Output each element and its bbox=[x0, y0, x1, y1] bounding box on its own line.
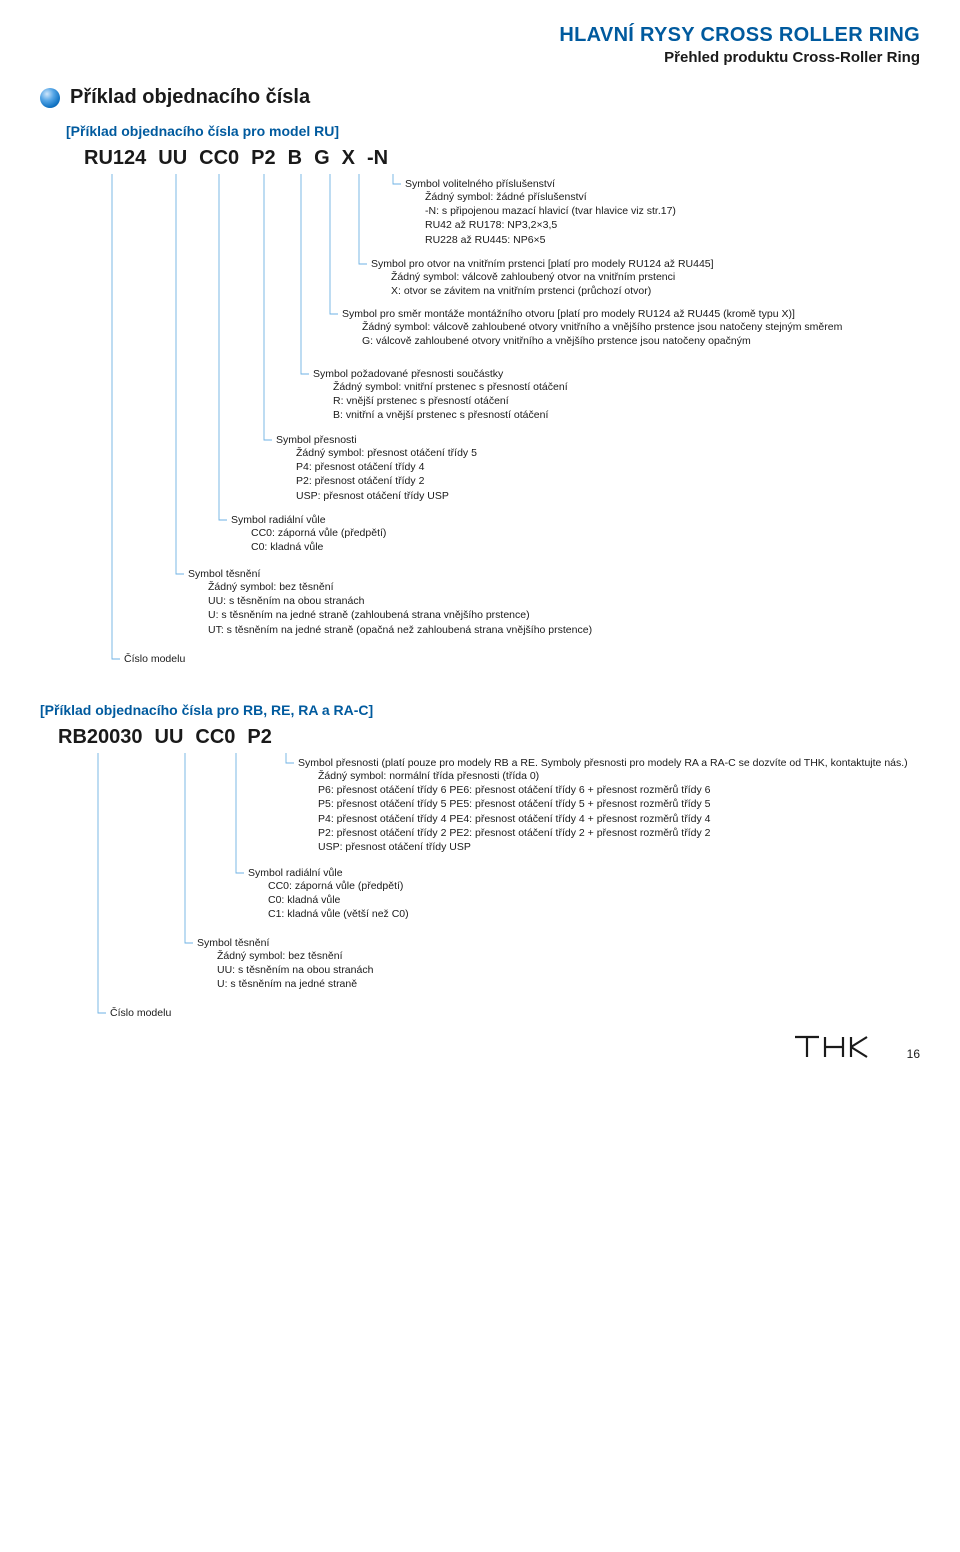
annotation-line: Žádný symbol: válcově zahloubené otvory … bbox=[362, 320, 920, 334]
thk-logo bbox=[793, 1033, 877, 1061]
annotation-leaf: Symbol pro otvor na vnitřním prstenci [p… bbox=[371, 258, 920, 298]
annotation-line: Žádný symbol: bez těsnění bbox=[217, 949, 920, 963]
bracket-label-1: [Příklad objednacího čísla pro model RU] bbox=[66, 123, 920, 139]
annotation-line: USP: přesnost otáčení třídy USP bbox=[296, 489, 920, 503]
code-part: UU bbox=[155, 726, 184, 749]
annotation-line: B: vnitřní a vnější prstenec s přesností… bbox=[333, 408, 920, 422]
page-number: 16 bbox=[907, 1047, 920, 1061]
code-part: P2 bbox=[247, 726, 271, 749]
annotation-leaf: Číslo modelu bbox=[124, 653, 920, 665]
annotation-title: Symbol přesnosti (platí pouze pro modely… bbox=[298, 757, 920, 769]
annotation-leaf: Symbol radiální vůleCC0: záporná vůle (p… bbox=[248, 867, 920, 922]
page-footer: 16 bbox=[793, 1033, 920, 1061]
annotation-line: P2: přesnost otáčení třídy 2 PE2: přesno… bbox=[318, 826, 920, 840]
annotation-line: R: vnější prstenec s přesností otáčení bbox=[333, 394, 920, 408]
section-bullet-heading: Příklad objednacího čísla bbox=[40, 86, 920, 109]
bullet-icon bbox=[40, 88, 60, 108]
annotation-title: Symbol těsnění bbox=[188, 568, 920, 580]
annotation-line: G: válcově zahloubené otvory vnitřního a… bbox=[362, 334, 920, 348]
annotation-title: Symbol volitelného příslušenství bbox=[405, 178, 920, 190]
code-part: X bbox=[342, 147, 355, 170]
annotation-line: UU: s těsněním na obou stranách bbox=[217, 963, 920, 977]
annotation-title: Symbol pro otvor na vnitřním prstenci [p… bbox=[371, 258, 920, 270]
connector-tree-1: Symbol volitelného příslušenstvíŽádný sy… bbox=[84, 174, 920, 668]
code-part: G bbox=[314, 147, 330, 170]
annotation-line: Žádný symbol: vnitřní prstenec s přesnos… bbox=[333, 380, 920, 394]
page-header: HLAVNÍ RYSY CROSS ROLLER RING Přehled pr… bbox=[40, 24, 920, 66]
annotation-title: Symbol požadované přesnosti součástky bbox=[313, 368, 920, 380]
annotation-line: Žádný symbol: přesnost otáčení třídy 5 bbox=[296, 446, 920, 460]
annotation-line: C0: kladná vůle bbox=[268, 893, 920, 907]
code-part: CC0 bbox=[195, 726, 235, 749]
code-part: B bbox=[288, 147, 302, 170]
code-parts-rb: RB20030 UU CC0 P2 bbox=[58, 726, 920, 749]
annotation-leaf: Symbol přesnostiŽádný symbol: přesnost o… bbox=[276, 434, 920, 503]
code-part: RB20030 bbox=[58, 726, 143, 749]
annotation-line: C1: kladná vůle (větší než C0) bbox=[268, 907, 920, 921]
annotation-title: Číslo modelu bbox=[124, 653, 920, 665]
annotation-title: Symbol pro směr montáže montážního otvor… bbox=[342, 308, 920, 320]
annotation-line: P4: přesnost otáčení třídy 4 bbox=[296, 460, 920, 474]
section-title: Příklad objednacího čísla bbox=[70, 86, 310, 109]
annotation-line: U: s těsněním na jedné straně bbox=[217, 977, 920, 991]
annotation-line: Žádný symbol: žádné příslušenství bbox=[425, 190, 920, 204]
annotation-title: Symbol radiální vůle bbox=[231, 514, 920, 526]
annotation-line: RU42 až RU178: NP3,2×3,5 bbox=[425, 218, 920, 232]
header-title-1: HLAVNÍ RYSY CROSS ROLLER RING bbox=[40, 24, 920, 47]
code-part: -N bbox=[367, 147, 388, 170]
annotation-line: P5: přesnost otáčení třídy 5 PE5: přesno… bbox=[318, 797, 920, 811]
code-part: P2 bbox=[251, 147, 275, 170]
code-part: UU bbox=[158, 147, 187, 170]
annotation-leaf: Symbol přesnosti (platí pouze pro modely… bbox=[298, 757, 920, 854]
annotation-leaf: Symbol těsněníŽádný symbol: bez těsněníU… bbox=[188, 568, 920, 637]
annotation-leaf: Symbol radiální vůleCC0: záporná vůle (p… bbox=[231, 514, 920, 554]
annotation-line: P4: přesnost otáčení třídy 4 PE4: přesno… bbox=[318, 812, 920, 826]
annotation-title: Číslo modelu bbox=[110, 1007, 920, 1019]
annotation-line: UT: s těsněním na jedné straně (opačná n… bbox=[208, 623, 920, 637]
annotation-line: P6: přesnost otáčení třídy 6 PE6: přesno… bbox=[318, 783, 920, 797]
code-part: RU124 bbox=[84, 147, 146, 170]
annotation-line: RU228 až RU445: NP6×5 bbox=[425, 233, 920, 247]
annotation-line: Žádný symbol: bez těsnění bbox=[208, 580, 920, 594]
annotation-title: Symbol těsnění bbox=[197, 937, 920, 949]
annotation-line: UU: s těsněním na obou stranách bbox=[208, 594, 920, 608]
annotation-leaf: Číslo modelu bbox=[110, 1007, 920, 1019]
annotation-line: -N: s připojenou mazací hlavicí (tvar hl… bbox=[425, 204, 920, 218]
annotation-line: USP: přesnost otáčení třídy USP bbox=[318, 840, 920, 854]
annotation-leaf: Symbol požadované přesnosti součástkyŽád… bbox=[313, 368, 920, 423]
annotation-line: Žádný symbol: normální třída přesnosti (… bbox=[318, 769, 920, 783]
annotation-line: Žádný symbol: válcově zahloubený otvor n… bbox=[391, 270, 920, 284]
annotation-title: Symbol radiální vůle bbox=[248, 867, 920, 879]
bracket-label-2: [Příklad objednacího čísla pro RB, RE, R… bbox=[40, 702, 920, 718]
annotation-leaf: Symbol pro směr montáže montážního otvor… bbox=[342, 308, 920, 348]
annotation-line: P2: přesnost otáčení třídy 2 bbox=[296, 474, 920, 488]
connector-tree-2: Symbol přesnosti (platí pouze pro modely… bbox=[58, 753, 920, 1023]
annotation-line: C0: kladná vůle bbox=[251, 540, 920, 554]
code-parts-ru: RU124 UU CC0 P2 BGX -N bbox=[84, 147, 920, 170]
annotation-leaf: Symbol těsněníŽádný symbol: bez těsněníU… bbox=[197, 937, 920, 992]
code-part: CC0 bbox=[199, 147, 239, 170]
annotation-leaf: Symbol volitelného příslušenstvíŽádný sy… bbox=[405, 178, 920, 247]
annotation-title: Symbol přesnosti bbox=[276, 434, 920, 446]
header-title-2: Přehled produktu Cross-Roller Ring bbox=[40, 49, 920, 66]
annotation-line: CC0: záporná vůle (předpětí) bbox=[251, 526, 920, 540]
annotation-line: CC0: záporná vůle (předpětí) bbox=[268, 879, 920, 893]
annotation-line: U: s těsněním na jedné straně (zahlouben… bbox=[208, 608, 920, 622]
annotation-line: X: otvor se závitem na vnitřním prstenci… bbox=[391, 284, 920, 298]
